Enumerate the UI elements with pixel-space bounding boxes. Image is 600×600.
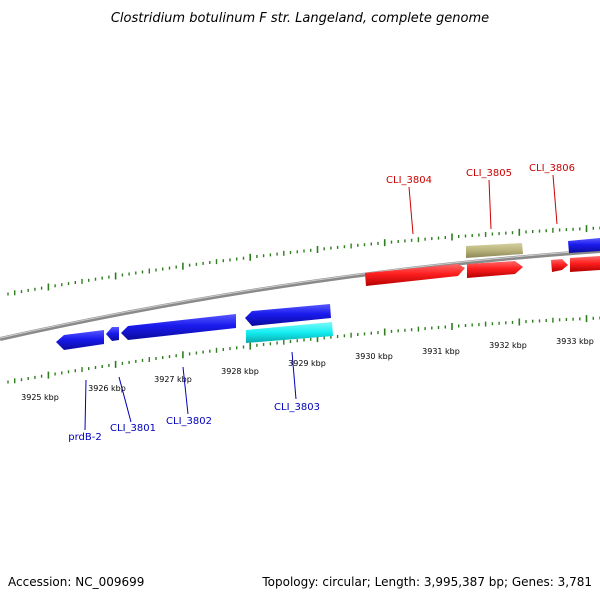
rna-feature[interactable] xyxy=(466,243,523,258)
label-cli-3805: CLI_3805 xyxy=(466,168,512,179)
genome-backbone xyxy=(0,249,600,341)
position-label: 3930 kbp xyxy=(355,352,393,361)
position-label: 3931 kbp xyxy=(422,347,460,356)
reverse-gene-labels: prdB-2 CLI_3801 CLI_3802 CLI_3803 xyxy=(68,402,320,443)
reverse-genes xyxy=(56,304,333,350)
position-label: 3928 kbp xyxy=(221,367,259,376)
label-connectors xyxy=(84,174,558,431)
gene-cli-3803-a[interactable] xyxy=(245,304,331,326)
label-cli-3803: CLI_3803 xyxy=(274,402,320,413)
gene-cli-3803-b[interactable] xyxy=(246,322,333,343)
label-cli-3801: CLI_3801 xyxy=(110,423,156,434)
gene-cli-3801[interactable] xyxy=(106,327,119,341)
gene-reverse-edge[interactable] xyxy=(568,238,600,253)
label-cli-3802: CLI_3802 xyxy=(166,416,212,427)
inner-tick-track xyxy=(7,315,600,384)
position-label: 3926 kbp xyxy=(88,384,126,393)
gene-cli-3804[interactable] xyxy=(365,264,465,286)
gene-forward-edge[interactable] xyxy=(570,256,600,272)
gene-cli-3802[interactable] xyxy=(121,314,236,340)
gene-prdb-2[interactable] xyxy=(56,330,104,350)
accession-text: Accession: NC_009699 xyxy=(8,575,144,589)
position-label: 3932 kbp xyxy=(489,341,527,350)
position-label: 3933 kbp xyxy=(556,337,594,346)
map-title: Clostridium botulinum F str. Langeland, … xyxy=(111,11,489,26)
forward-gene-labels: CLI_3804 CLI_3805 CLI_3806 xyxy=(386,163,575,186)
topology-summary: Topology: circular; Length: 3,995,387 bp… xyxy=(261,575,592,589)
label-cli-3806: CLI_3806 xyxy=(529,163,575,174)
label-prdb-2: prdB-2 xyxy=(68,432,101,443)
position-labels: 3925 kbp 3926 kbp 3927 kbp 3928 kbp 3929… xyxy=(21,337,594,402)
forward-genes xyxy=(365,238,600,286)
gene-cli-3805[interactable] xyxy=(467,261,523,278)
outer-tick-track xyxy=(7,225,600,296)
gene-cli-3806[interactable] xyxy=(551,259,568,272)
position-label: 3925 kbp xyxy=(21,393,59,402)
label-cli-3804: CLI_3804 xyxy=(386,175,432,186)
position-label: 3929 kbp xyxy=(288,359,326,368)
position-label: 3927 kbp xyxy=(154,375,192,384)
